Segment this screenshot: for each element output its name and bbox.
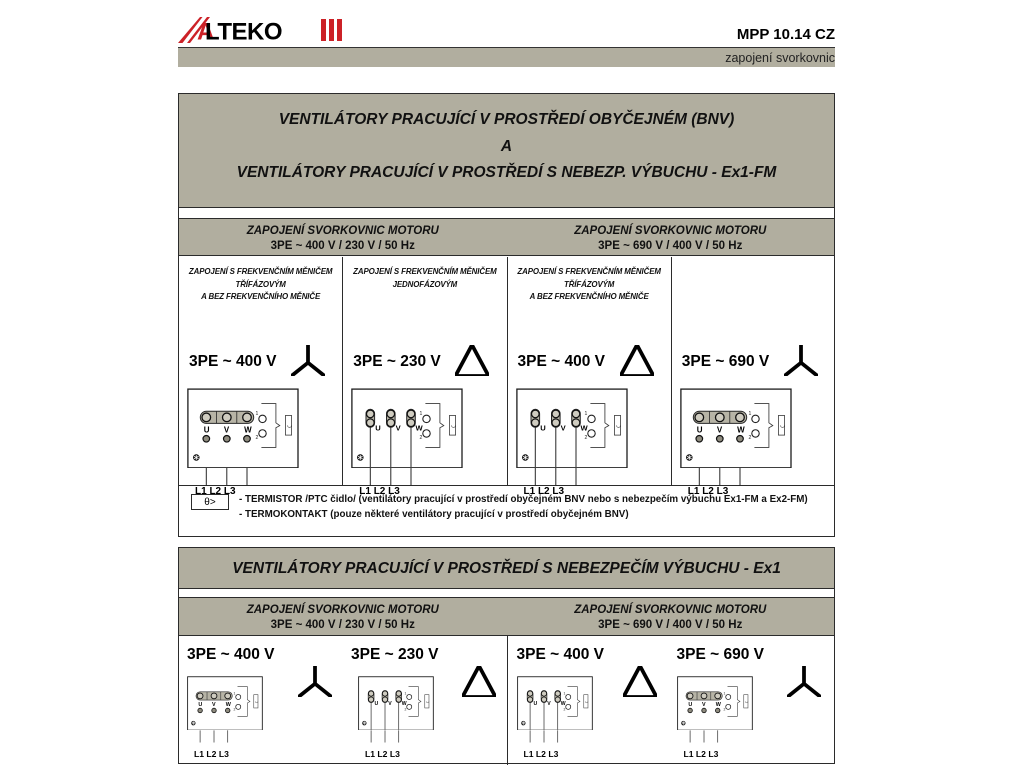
svg-text:LTEKO: LTEKO [205, 19, 282, 46]
